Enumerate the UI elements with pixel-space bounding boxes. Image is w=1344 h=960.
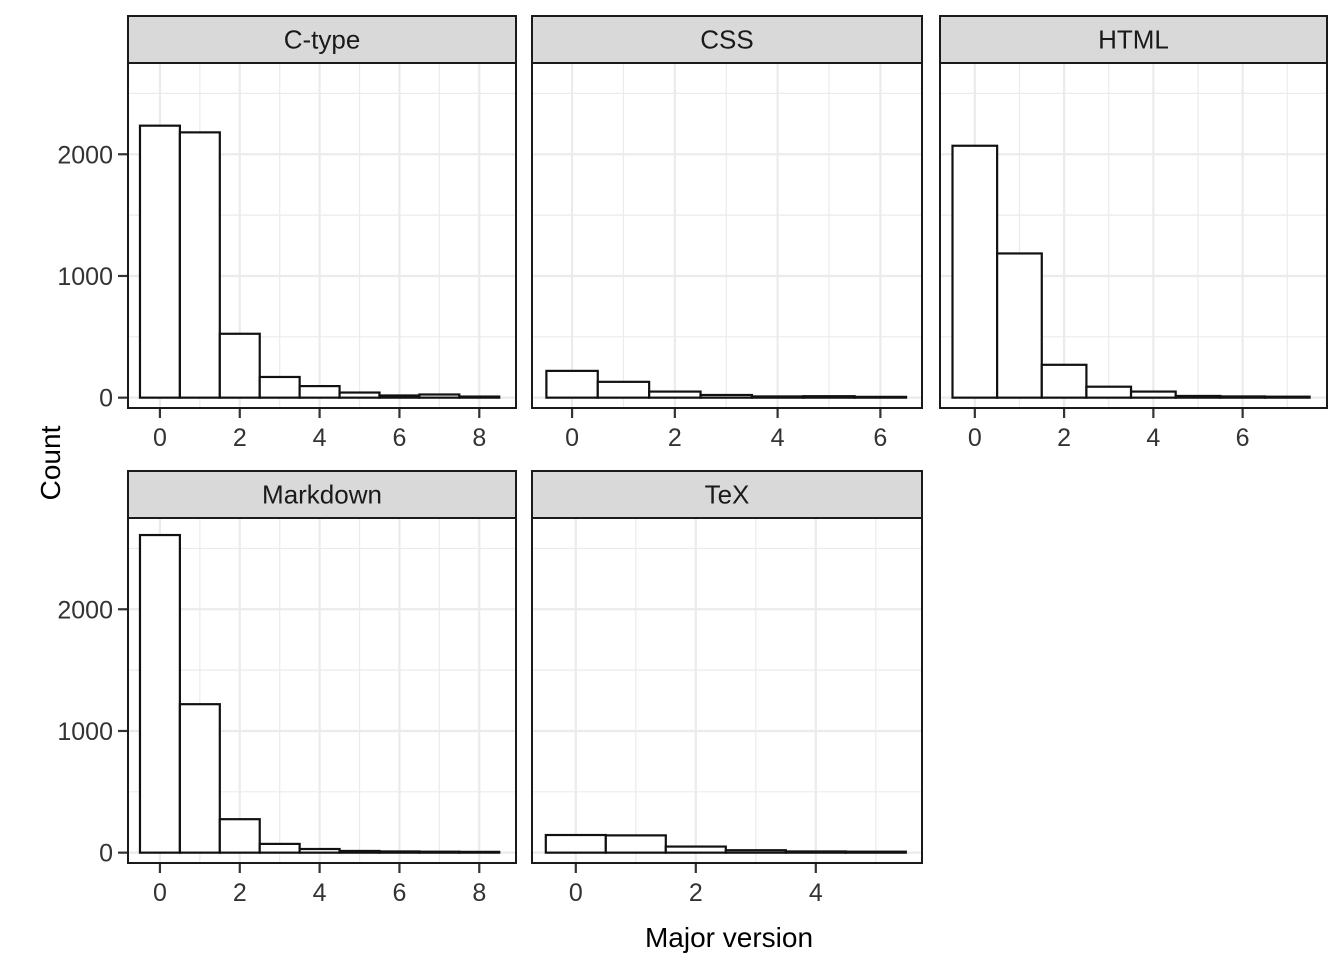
y-tick-label: 2000 bbox=[57, 141, 113, 169]
x-tick-label: 4 bbox=[771, 424, 785, 452]
histogram-bar bbox=[784, 850, 847, 854]
histogram-bar bbox=[338, 849, 381, 854]
histogram-bar bbox=[298, 384, 341, 399]
facet-strip bbox=[939, 15, 1328, 64]
histogram-bar bbox=[604, 834, 667, 854]
facet-strip bbox=[127, 470, 517, 519]
x-tick-label: 2 bbox=[689, 879, 703, 907]
histogram-bar bbox=[596, 380, 651, 399]
x-tick-label: 2 bbox=[668, 424, 682, 452]
histogram-bar bbox=[664, 845, 727, 854]
histogram-bar bbox=[853, 395, 908, 399]
x-tick-label: 0 bbox=[153, 879, 167, 907]
x-tick-label: 8 bbox=[472, 879, 486, 907]
facet-label: HTML bbox=[1098, 25, 1169, 55]
histogram-bar bbox=[298, 847, 341, 854]
x-tick-label: 6 bbox=[392, 424, 406, 452]
x-tick-label: 4 bbox=[1146, 424, 1160, 452]
facet-strip bbox=[531, 470, 923, 519]
histogram-bar bbox=[138, 124, 181, 399]
histogram-bar bbox=[418, 850, 461, 854]
histogram-bar bbox=[458, 850, 501, 854]
x-tick-label: 4 bbox=[313, 879, 327, 907]
x-tick-label: 4 bbox=[809, 879, 823, 907]
histogram-bar bbox=[996, 252, 1043, 399]
histogram-bar bbox=[699, 393, 754, 399]
facet-label: CSS bbox=[700, 25, 753, 55]
panel-background bbox=[532, 63, 922, 408]
facet-label: Markdown bbox=[262, 480, 382, 510]
histogram-bar bbox=[1129, 390, 1177, 399]
histogram-bar bbox=[802, 395, 856, 399]
x-tick-label: 6 bbox=[873, 424, 887, 452]
y-tick-label: 1000 bbox=[57, 718, 113, 746]
x-axis-title: Major version bbox=[644, 922, 814, 953]
histogram-bar bbox=[418, 393, 461, 399]
y-tick-label: 0 bbox=[99, 840, 113, 868]
x-tick-label: 0 bbox=[565, 424, 579, 452]
panel-background bbox=[532, 518, 922, 863]
histogram-bar bbox=[378, 850, 421, 854]
histogram-bar bbox=[218, 818, 261, 854]
histogram-bar bbox=[218, 332, 261, 399]
histogram-bar bbox=[178, 131, 221, 399]
histogram-bar bbox=[458, 395, 501, 399]
x-tick-label: 0 bbox=[153, 424, 167, 452]
histogram-bar bbox=[1085, 385, 1133, 399]
y-axis-title: Count bbox=[35, 425, 66, 501]
x-tick-label: 4 bbox=[313, 424, 327, 452]
facet-strip bbox=[127, 15, 517, 64]
histogram-bar bbox=[750, 395, 805, 399]
histogram-bar bbox=[1174, 394, 1222, 399]
x-tick-label: 8 bbox=[472, 424, 486, 452]
x-tick-label: 2 bbox=[233, 424, 247, 452]
histogram-bar bbox=[178, 703, 221, 854]
histogram-bar bbox=[338, 391, 381, 399]
histogram-bar bbox=[1040, 363, 1088, 399]
facet-strip bbox=[531, 15, 923, 64]
facet-label: C-type bbox=[284, 25, 361, 55]
histogram-bar bbox=[1219, 395, 1267, 399]
histogram-bar bbox=[545, 369, 599, 399]
histogram-bar bbox=[648, 390, 702, 399]
histogram-bar bbox=[844, 850, 907, 854]
y-tick-label: 1000 bbox=[57, 263, 113, 291]
x-tick-label: 6 bbox=[392, 879, 406, 907]
histogram-bar bbox=[258, 842, 301, 854]
histogram-bar bbox=[544, 833, 607, 854]
x-tick-label: 0 bbox=[569, 879, 583, 907]
histogram-bar bbox=[951, 144, 999, 399]
x-tick-label: 0 bbox=[968, 424, 982, 452]
x-tick-label: 2 bbox=[233, 879, 247, 907]
histogram-bar bbox=[724, 849, 787, 854]
y-tick-label: 2000 bbox=[57, 596, 113, 624]
histogram-bar bbox=[378, 394, 421, 399]
y-tick-label: 0 bbox=[99, 385, 113, 413]
histogram-bar bbox=[258, 375, 301, 399]
x-tick-label: 2 bbox=[1057, 424, 1071, 452]
x-tick-label: 6 bbox=[1236, 424, 1250, 452]
histogram-bar bbox=[1263, 395, 1311, 399]
facet-label: TeX bbox=[705, 480, 750, 510]
histogram-bar bbox=[138, 533, 181, 854]
